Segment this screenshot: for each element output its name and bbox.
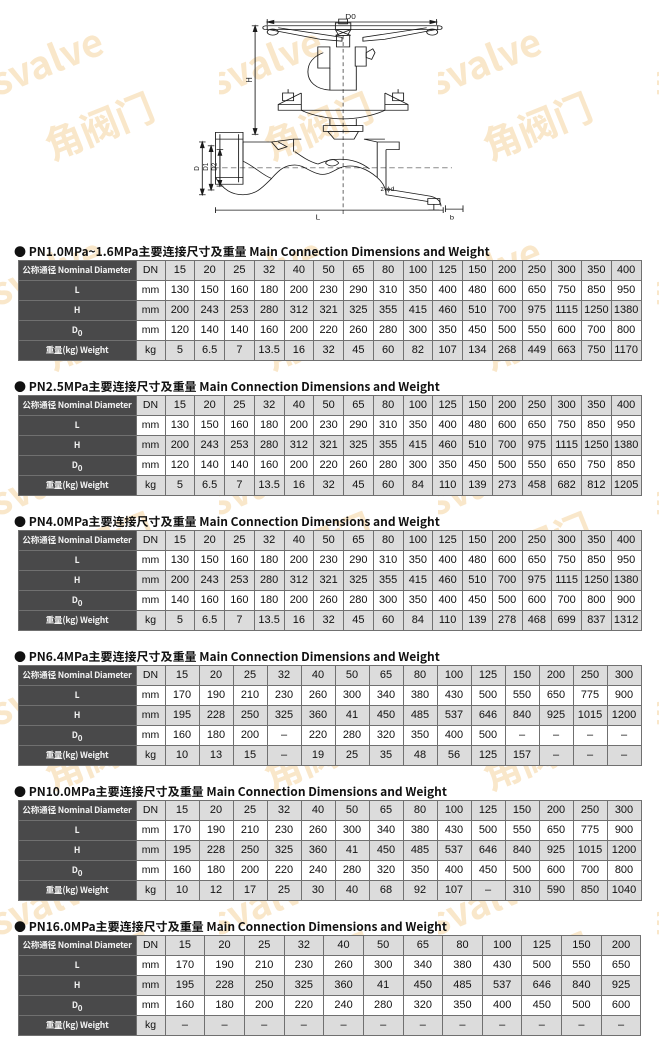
svg-text:D: D: [194, 166, 201, 171]
svg-text:L: L: [316, 213, 321, 221]
svg-text:H: H: [244, 77, 254, 82]
svg-text:b: b: [450, 213, 454, 221]
svg-text:D0: D0: [345, 13, 356, 21]
svg-text:D1: D1: [202, 163, 209, 171]
svg-text:z-ϕd: z-ϕd: [381, 186, 395, 193]
svg-text:D2: D2: [211, 163, 218, 171]
